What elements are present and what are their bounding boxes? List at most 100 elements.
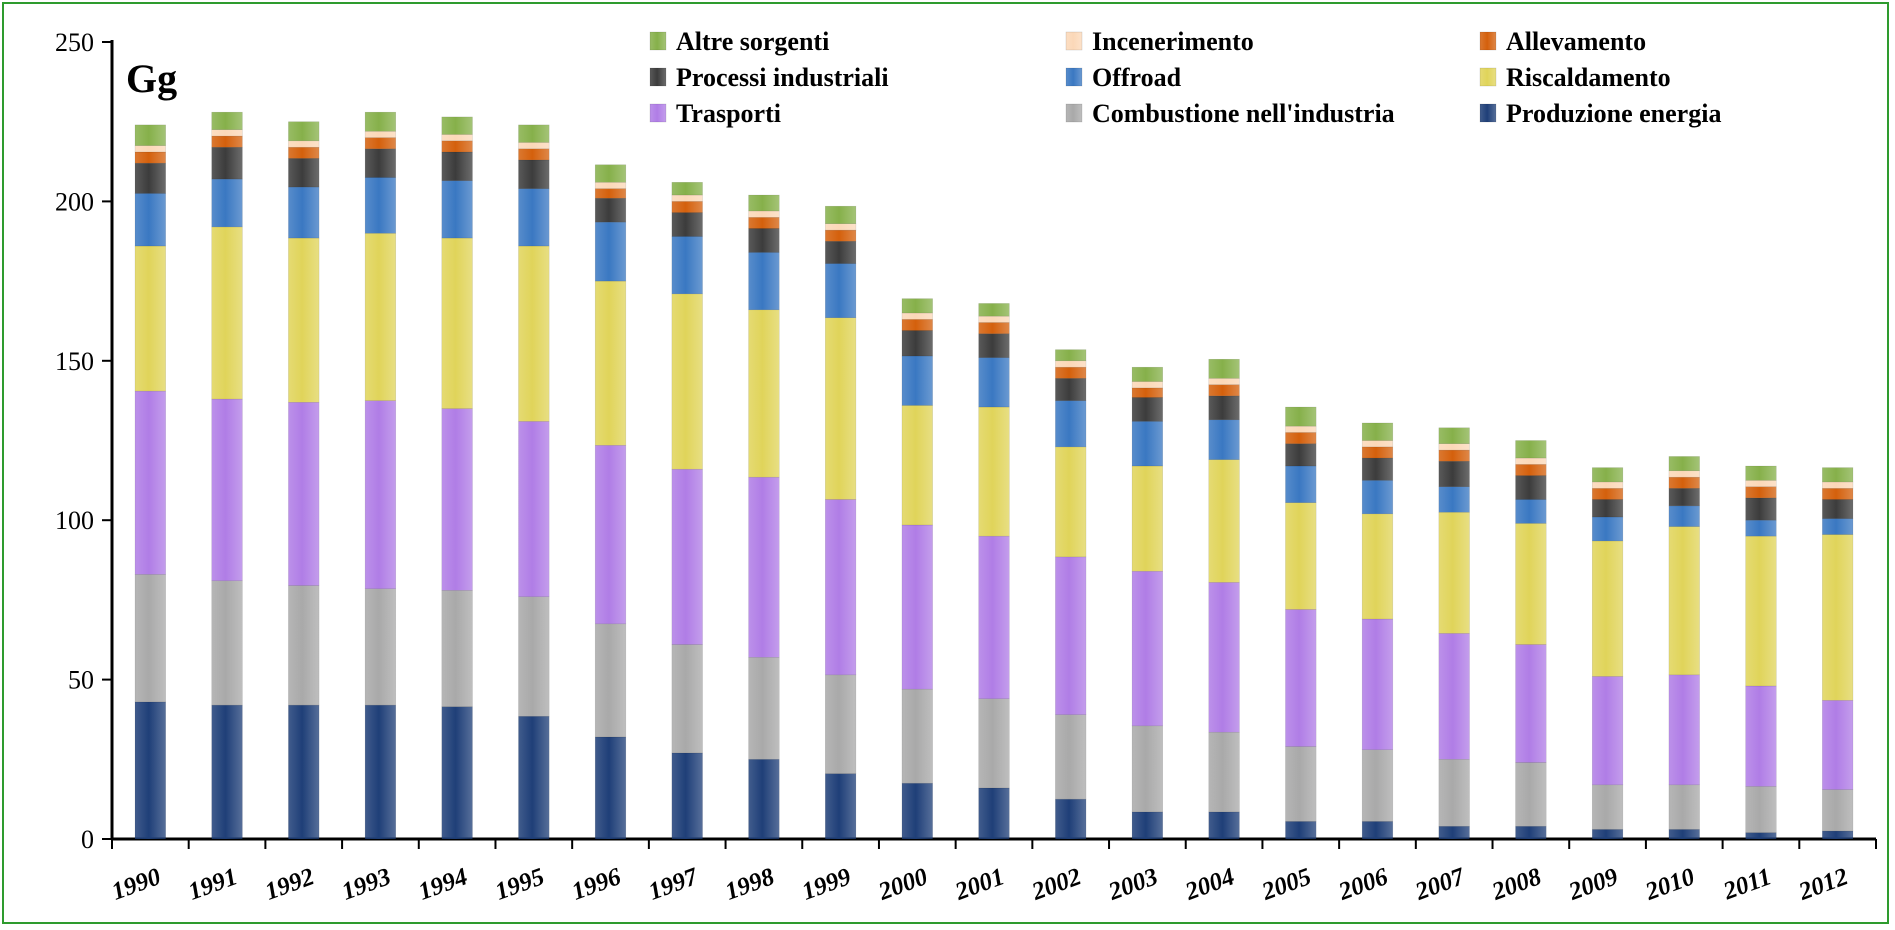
bar-segment bbox=[1745, 497, 1777, 521]
bar-segment bbox=[364, 131, 397, 138]
bar-stack bbox=[211, 111, 243, 840]
bar-segment bbox=[1361, 821, 1394, 840]
bar-segment bbox=[978, 357, 1010, 408]
bar-segment bbox=[671, 236, 703, 295]
bar-segment bbox=[211, 226, 243, 400]
bar-segment bbox=[1361, 440, 1394, 448]
bar-segment bbox=[211, 704, 243, 840]
bar-segment bbox=[1745, 519, 1777, 537]
bar-stack bbox=[1285, 406, 1317, 840]
bar-segment bbox=[1822, 499, 1854, 519]
bar-segment bbox=[1131, 811, 1163, 840]
bar-segment bbox=[1438, 825, 1470, 840]
bar-segment bbox=[1055, 366, 1087, 379]
bar-segment bbox=[1361, 446, 1394, 459]
bar-segment bbox=[364, 588, 397, 706]
y-tick-label: 250 bbox=[55, 28, 94, 57]
bar-segment bbox=[1822, 830, 1854, 840]
bar-segment bbox=[1591, 467, 1624, 483]
bar-segment bbox=[1361, 480, 1394, 515]
bar-segment bbox=[1668, 476, 1700, 489]
bar-segment bbox=[1822, 518, 1854, 535]
bar-segment bbox=[1591, 481, 1624, 489]
bar-segment bbox=[978, 698, 1010, 789]
bar-segment bbox=[1591, 784, 1624, 830]
bar-segment bbox=[1822, 700, 1854, 790]
bar-stack bbox=[901, 298, 933, 840]
legend-label: Combustione nell'industria bbox=[1092, 99, 1395, 128]
legend-item: Offroad bbox=[1065, 63, 1182, 92]
bar-segment bbox=[518, 148, 550, 161]
x-tick-label: 2012 bbox=[1795, 863, 1852, 906]
bar-segment bbox=[134, 145, 166, 153]
bar-segment bbox=[364, 137, 397, 150]
bar-segment bbox=[288, 401, 320, 586]
x-tick-label: 2004 bbox=[1181, 863, 1238, 906]
bar-stack bbox=[1361, 422, 1394, 840]
bar-segment bbox=[518, 124, 550, 143]
bar-stack bbox=[1745, 465, 1777, 840]
legend-swatch bbox=[1065, 67, 1083, 87]
x-tick-label: 1990 bbox=[108, 863, 165, 906]
bar-segment bbox=[1361, 457, 1394, 481]
bar-segment bbox=[825, 229, 857, 242]
bar-segment bbox=[671, 752, 703, 840]
bar-segment bbox=[1438, 427, 1470, 444]
bar-stack bbox=[288, 121, 320, 840]
y-tick-label: 100 bbox=[55, 506, 94, 535]
bar-segment bbox=[288, 121, 320, 142]
bar-segment bbox=[1515, 475, 1547, 500]
bar-segment bbox=[825, 317, 857, 500]
bar-segment bbox=[1131, 570, 1163, 727]
x-tick-label: 2002 bbox=[1028, 863, 1085, 906]
bar-segment bbox=[1438, 449, 1470, 462]
bar-segment bbox=[288, 140, 320, 148]
bar-segment bbox=[825, 205, 857, 224]
legend-item: Trasporti bbox=[649, 99, 781, 128]
x-tick-label: 2005 bbox=[1258, 863, 1315, 906]
bar-segment bbox=[211, 580, 243, 706]
legend-label: Altre sorgenti bbox=[676, 27, 829, 56]
bar-segment bbox=[1822, 488, 1854, 500]
legend-item: Produzione energia bbox=[1479, 99, 1721, 128]
bar-segment bbox=[1745, 535, 1777, 687]
bar-segment bbox=[1131, 366, 1163, 382]
bar-segment bbox=[978, 535, 1010, 699]
bar-segment bbox=[1361, 513, 1394, 620]
bar-segment bbox=[1668, 505, 1700, 527]
legend: Altre sorgenti Incenerimento Allevamento Pr… bbox=[649, 27, 1721, 128]
bar-segment bbox=[364, 233, 397, 401]
bar-segment bbox=[1208, 378, 1240, 385]
bar-stack bbox=[748, 194, 780, 840]
bar-segment bbox=[1515, 825, 1547, 840]
x-tick-label: 1991 bbox=[185, 863, 241, 905]
bar-stack bbox=[594, 164, 627, 840]
legend-swatch bbox=[1065, 103, 1083, 123]
bar-segment bbox=[441, 140, 473, 153]
bar-segment bbox=[1055, 556, 1087, 715]
x-tick-label: 2011 bbox=[1719, 863, 1775, 905]
bar-segment bbox=[1745, 786, 1777, 833]
legend-item: Processi industriali bbox=[649, 63, 889, 92]
legend-swatch bbox=[1479, 103, 1497, 123]
bar-segment bbox=[901, 330, 933, 357]
legend-item: Riscaldamento bbox=[1479, 63, 1671, 92]
bar-segment bbox=[441, 180, 473, 239]
bar-segment bbox=[671, 644, 703, 754]
bar-segment bbox=[594, 736, 627, 840]
bar-stack bbox=[1668, 456, 1700, 840]
bar-segment bbox=[1055, 400, 1087, 448]
x-axis: 1990 1991 1992 1993 1994 1995 1996 1997 1998 1999… bbox=[108, 837, 1877, 906]
bar-segment bbox=[1515, 440, 1547, 459]
stacked-bar-chart: 0 50 100 150 200 250 1990 1991 1992 1993 1994 1995… bbox=[55, 27, 1877, 906]
bar-segment bbox=[1208, 582, 1240, 733]
y-axis: 0 50 100 150 200 250 bbox=[55, 28, 114, 854]
bar-segment bbox=[211, 178, 243, 228]
bar-segment bbox=[901, 312, 933, 320]
bar-segment bbox=[364, 148, 397, 178]
bar-segment bbox=[288, 146, 320, 159]
bar-segment bbox=[1515, 464, 1547, 476]
bar-segment bbox=[1055, 378, 1087, 401]
bar-stack bbox=[441, 116, 473, 840]
bar-segment bbox=[211, 111, 243, 130]
